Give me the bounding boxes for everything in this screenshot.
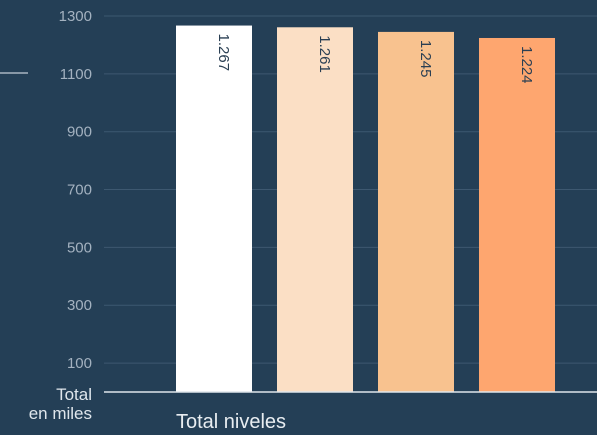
y-tick-label: 700 (67, 182, 92, 199)
y-tick-label: 1100 (60, 66, 92, 83)
y-tick-label: 100 (67, 355, 92, 372)
bar (378, 31, 454, 393)
bar (479, 37, 555, 392)
y-axis-label-line2: en miles (28, 404, 92, 423)
y-tick-label: 900 (67, 124, 92, 141)
bar-value-label: 1.245 (417, 40, 434, 78)
y-axis-unit-label: Total en miles (29, 385, 92, 423)
bar-value-label: 1.224 (518, 46, 535, 84)
bar (176, 25, 252, 392)
y-tick-label: 500 (67, 239, 92, 256)
y-tick-label: 300 (67, 297, 92, 314)
bar-value-label: 1.261 (316, 35, 333, 73)
bar (277, 27, 353, 393)
y-tick-label: 1300 (59, 8, 92, 25)
data-labels: 1.267 1.261 1.245 1.224 (215, 34, 535, 84)
y-axis-ticks: 1300 1100 900 700 500 300 100 (59, 8, 92, 372)
bars (176, 25, 555, 393)
bar-value-label: 1.267 (215, 34, 232, 72)
y-axis-label-line1: Total (56, 385, 92, 404)
x-category-label: Total niveles (176, 411, 287, 433)
